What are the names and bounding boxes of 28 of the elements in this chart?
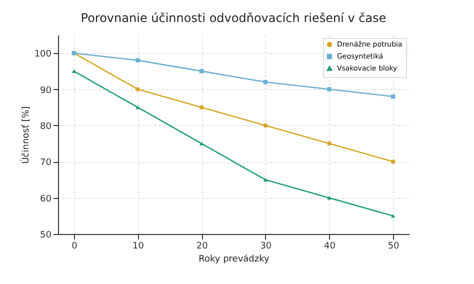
- point: [136, 87, 140, 92]
- x-axis-title: Roky prevádzky: [198, 254, 270, 264]
- x-tick-label: 30: [260, 242, 272, 252]
- point: [199, 142, 204, 146]
- chart-title: Porovnanie účinnosti odvodňovacích riešení v čase: [80, 11, 386, 25]
- point: [390, 160, 396, 164]
- y-tick-label: 80: [40, 122, 52, 132]
- point: [327, 196, 332, 200]
- y-tick-label: 60: [40, 194, 52, 204]
- x-tick-label: 50: [388, 242, 400, 252]
- point: [327, 87, 332, 92]
- y-axis-title: Účinnosť [%]: [19, 106, 32, 164]
- point: [136, 58, 140, 62]
- point: [199, 105, 204, 110]
- point: [72, 69, 76, 74]
- point: [263, 178, 268, 182]
- x-tick-label: 10: [132, 242, 144, 252]
- y-tick-label: 90: [40, 86, 52, 96]
- x-tick-label: 20: [196, 242, 208, 252]
- point: [136, 106, 140, 110]
- y-tick-label: 100: [34, 50, 52, 60]
- point: [199, 69, 204, 74]
- x-tick-label: 0: [72, 242, 78, 252]
- y-tick-label: 70: [40, 158, 52, 168]
- x-tick-label: 40: [324, 242, 336, 252]
- y-tick-label: 50: [40, 230, 52, 240]
- point: [263, 123, 268, 128]
- point: [327, 141, 332, 146]
